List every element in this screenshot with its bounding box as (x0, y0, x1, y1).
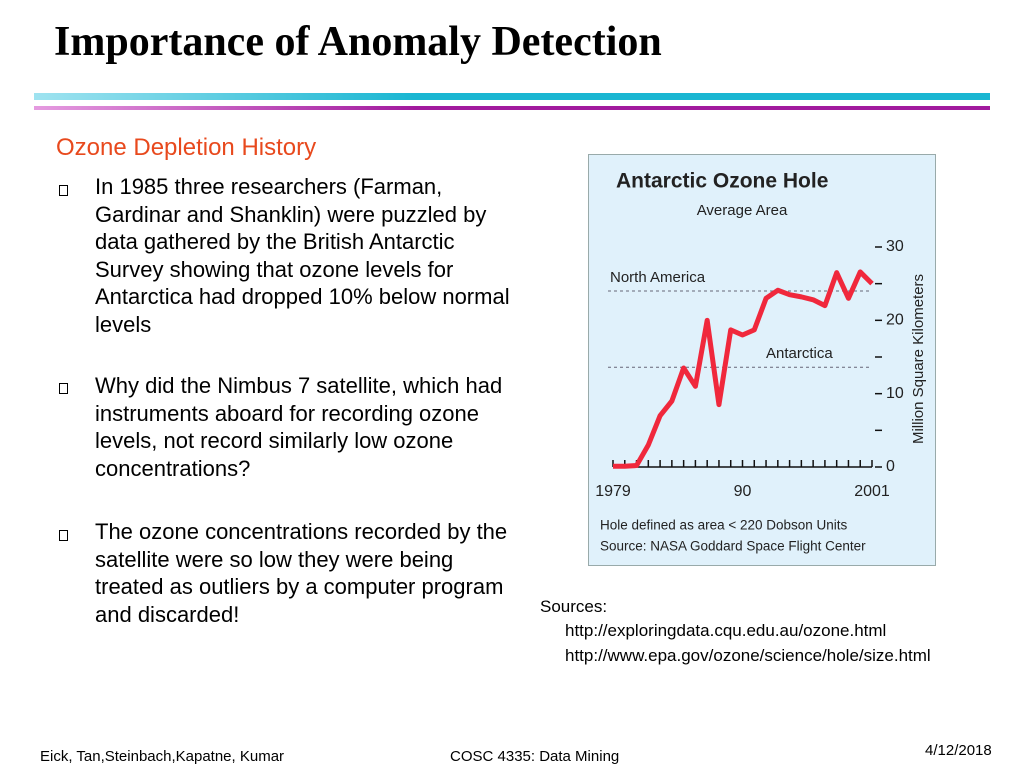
bullet-icon (59, 383, 68, 394)
y-tick-label: 30 (886, 238, 904, 255)
slide-title: Importance of Anomaly Detection (54, 19, 662, 65)
bullet-icon (59, 530, 68, 541)
title-rule (34, 93, 990, 100)
y-axis-label: Million Square Kilometers (910, 274, 927, 444)
source-link: http://www.epa.gov/ozone/science/hole/si… (565, 646, 931, 665)
chart-note: Source: NASA Goddard Space Flight Center (600, 539, 866, 554)
x-tick-label: 1979 (595, 483, 631, 500)
footer-date: 4/12/2018 (925, 742, 992, 759)
y-tick-label: 20 (886, 312, 904, 329)
source-link: http://exploringdata.cqu.edu.au/ozone.ht… (565, 621, 887, 640)
bullet-text: The ozone concentrations recorded by the… (95, 519, 508, 627)
bullet-text: Why did the Nimbus 7 satellite, which ha… (95, 373, 503, 481)
bullet-icon (59, 185, 68, 196)
chart-frame (588, 154, 936, 566)
chart-note: Hole defined as area < 220 Dobson Units (600, 518, 848, 533)
y-tick-label: 0 (886, 458, 895, 475)
sources-label: Sources: (540, 597, 608, 616)
bullet-text: In 1985 three researchers (Farman, Gardi… (95, 174, 510, 337)
x-tick-label: 90 (734, 483, 752, 500)
section-heading: Ozone Depletion History (56, 134, 317, 161)
reference-label: Antarctica (766, 345, 833, 362)
footer-authors: Eick, Tan,Steinbach,Kapatne, Kumar (40, 748, 285, 765)
chart-image: Antarctic Ozone Hole Average Area Millio… (588, 154, 936, 566)
y-tick-label: 10 (886, 385, 904, 402)
chart-subtitle: Average Area (697, 202, 788, 219)
footer-course: COSC 4335: Data Mining (450, 748, 620, 765)
title-rule (34, 106, 990, 110)
chart-title: Antarctic Ozone Hole (616, 170, 828, 193)
data-line (613, 269, 874, 469)
reference-label: North America (610, 269, 706, 286)
x-tick-label: 2001 (854, 483, 890, 500)
